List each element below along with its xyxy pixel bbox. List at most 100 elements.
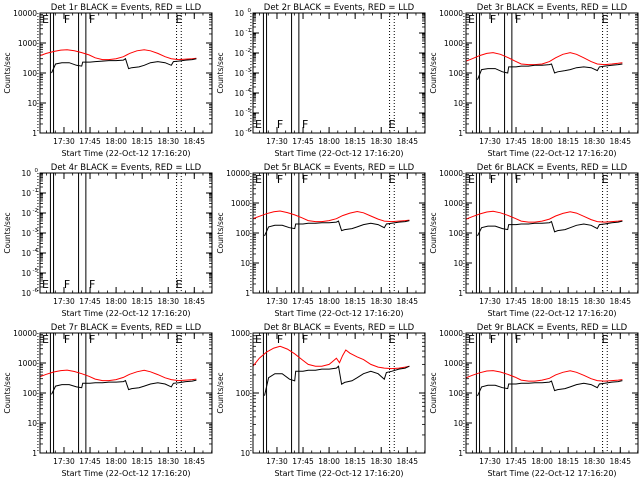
flag-band — [291, 12, 300, 134]
x-tick-label: 18:30 — [157, 457, 179, 466]
flag-band — [475, 12, 481, 134]
flag-band — [504, 172, 513, 294]
region-marker-e: E — [601, 333, 608, 346]
y-axis-label: Counts/sec — [216, 372, 225, 413]
x-tick-label: 18:30 — [370, 297, 392, 306]
plot-frame — [252, 332, 426, 454]
y-tick-label: 1000 — [444, 39, 463, 48]
y-tick-label: 1 — [32, 129, 37, 138]
region-marker-e: E — [42, 278, 49, 291]
y-tick-exponent: 0 — [35, 168, 39, 174]
x-tick-label: 17:30 — [479, 457, 501, 466]
y-tick-exponent: -4 — [246, 88, 252, 94]
y-tick-label: 10000 — [13, 9, 37, 18]
series-lld — [253, 210, 410, 223]
flag-band — [504, 332, 513, 454]
x-tick-label: 18:00 — [531, 457, 553, 466]
chart-title: Det 6r BLACK = Events, RED = LLD — [477, 163, 628, 173]
y-tick-label: 10000 — [226, 169, 250, 178]
y-axis-label: Counts/sec — [3, 212, 12, 253]
x-tick-label: 17:30 — [53, 137, 75, 146]
y-tick-label: 1 — [32, 449, 37, 458]
series-events — [264, 365, 410, 396]
x-axis-label: Start Time (22-Oct-12 17:16:20) — [274, 309, 403, 318]
region-marker-f: F — [490, 173, 496, 186]
y-tick-label: 1000 — [231, 199, 250, 208]
y-tick-exponent: -5 — [33, 268, 39, 274]
y-tick-label: 10 — [453, 419, 463, 428]
plot-frame — [39, 332, 213, 454]
x-tick-label: 17:30 — [53, 457, 75, 466]
chart-title: Det 9r BLACK = Events, RED = LLD — [477, 323, 628, 333]
region-marker-f: F — [277, 333, 283, 346]
y-tick-label: 100 — [23, 69, 38, 78]
region-marker-e: E — [255, 118, 262, 131]
x-tick-label: 17:45 — [292, 137, 314, 146]
region-marker-f: F — [515, 13, 521, 26]
chart-title: Det 7r BLACK = Events, RED = LLD — [51, 323, 202, 333]
x-axis-label: Start Time (22-Oct-12 17:16:20) — [487, 469, 616, 478]
y-axis-label: Counts/sec — [3, 372, 12, 413]
y-tick-label: 10 — [21, 289, 31, 298]
flag-band — [78, 332, 87, 454]
x-tick-label: 18:45 — [183, 457, 205, 466]
region-marker-f: F — [490, 333, 496, 346]
flag-band — [78, 12, 87, 134]
flag-band — [262, 12, 268, 134]
x-tick-label: 18:15 — [344, 297, 366, 306]
series-lld — [40, 369, 197, 382]
chart-panel-8: Det 8r BLACK = Events, RED = LLD Counts/s… — [216, 323, 426, 478]
y-tick-label: 10 — [234, 69, 244, 78]
series-events — [51, 57, 197, 74]
plot-frame — [39, 12, 213, 134]
flag-band — [291, 332, 300, 454]
x-tick-label: 18:45 — [183, 137, 205, 146]
y-tick-label: 1 — [458, 289, 463, 298]
y-tick-label: 10 — [27, 419, 37, 428]
region-marker-e: E — [388, 173, 395, 186]
y-tick-label: 10000 — [439, 9, 463, 18]
flag-band — [49, 172, 55, 294]
chart-title: Det 1r BLACK = Events, RED = LLD — [51, 3, 202, 13]
chart-title: Det 3r BLACK = Events, RED = LLD — [477, 3, 628, 13]
y-tick-label: 10 — [234, 29, 244, 38]
x-tick-label: 17:30 — [53, 297, 75, 306]
y-axis-label: Counts/sec — [216, 212, 225, 253]
y-tick-label: 1 — [458, 129, 463, 138]
region-marker-f: F — [64, 333, 70, 346]
region-marker-f: F — [302, 118, 308, 131]
x-tick-label: 17:30 — [266, 457, 288, 466]
x-axis-label: Start Time (22-Oct-12 17:16:20) — [61, 309, 190, 318]
y-tick-label: 10 — [240, 449, 250, 458]
x-axis-label: Start Time (22-Oct-12 17:16:20) — [274, 469, 403, 478]
region-marker-e: E — [601, 173, 608, 186]
x-tick-label: 18:15 — [557, 457, 579, 466]
region-marker-f: F — [89, 278, 95, 291]
chart-panel-9: Det 9r BLACK = Events, RED = LLD Counts/s… — [429, 323, 639, 478]
x-axis-label: Start Time (22-Oct-12 17:16:20) — [487, 149, 616, 158]
y-tick-label: 10 — [21, 189, 31, 198]
x-tick-label: 18:00 — [318, 457, 340, 466]
x-axis-label: Start Time (22-Oct-12 17:16:20) — [61, 149, 190, 158]
region-marker-e: E — [255, 173, 262, 186]
y-tick-exponent: -4 — [33, 248, 39, 254]
plot-frame — [465, 172, 639, 294]
y-tick-exponent: -6 — [246, 128, 252, 134]
x-tick-label: 17:30 — [266, 137, 288, 146]
x-tick-label: 17:45 — [79, 137, 101, 146]
y-tick-label: 10 — [240, 259, 250, 268]
y-tick-label: 100 — [449, 69, 464, 78]
series-lld — [40, 49, 197, 61]
region-marker-e: E — [175, 333, 182, 346]
region-marker-e: E — [388, 118, 395, 131]
y-axis-label: Counts/sec — [3, 52, 12, 93]
series-lld — [466, 52, 623, 66]
x-tick-label: 18:30 — [583, 297, 605, 306]
series-events — [51, 379, 197, 395]
x-tick-label: 18:30 — [583, 137, 605, 146]
y-axis-label: Counts/sec — [429, 212, 438, 253]
x-tick-label: 17:45 — [505, 297, 527, 306]
y-axis-label: Counts/sec — [429, 372, 438, 413]
y-tick-label: 10 — [234, 89, 244, 98]
x-tick-label: 18:00 — [105, 457, 127, 466]
